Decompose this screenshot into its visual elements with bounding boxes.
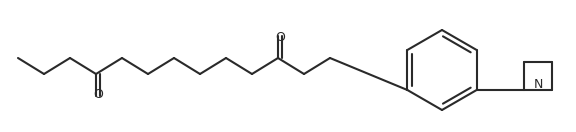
Text: O: O [275,31,285,44]
Text: N: N [533,78,543,91]
Text: O: O [93,88,103,101]
